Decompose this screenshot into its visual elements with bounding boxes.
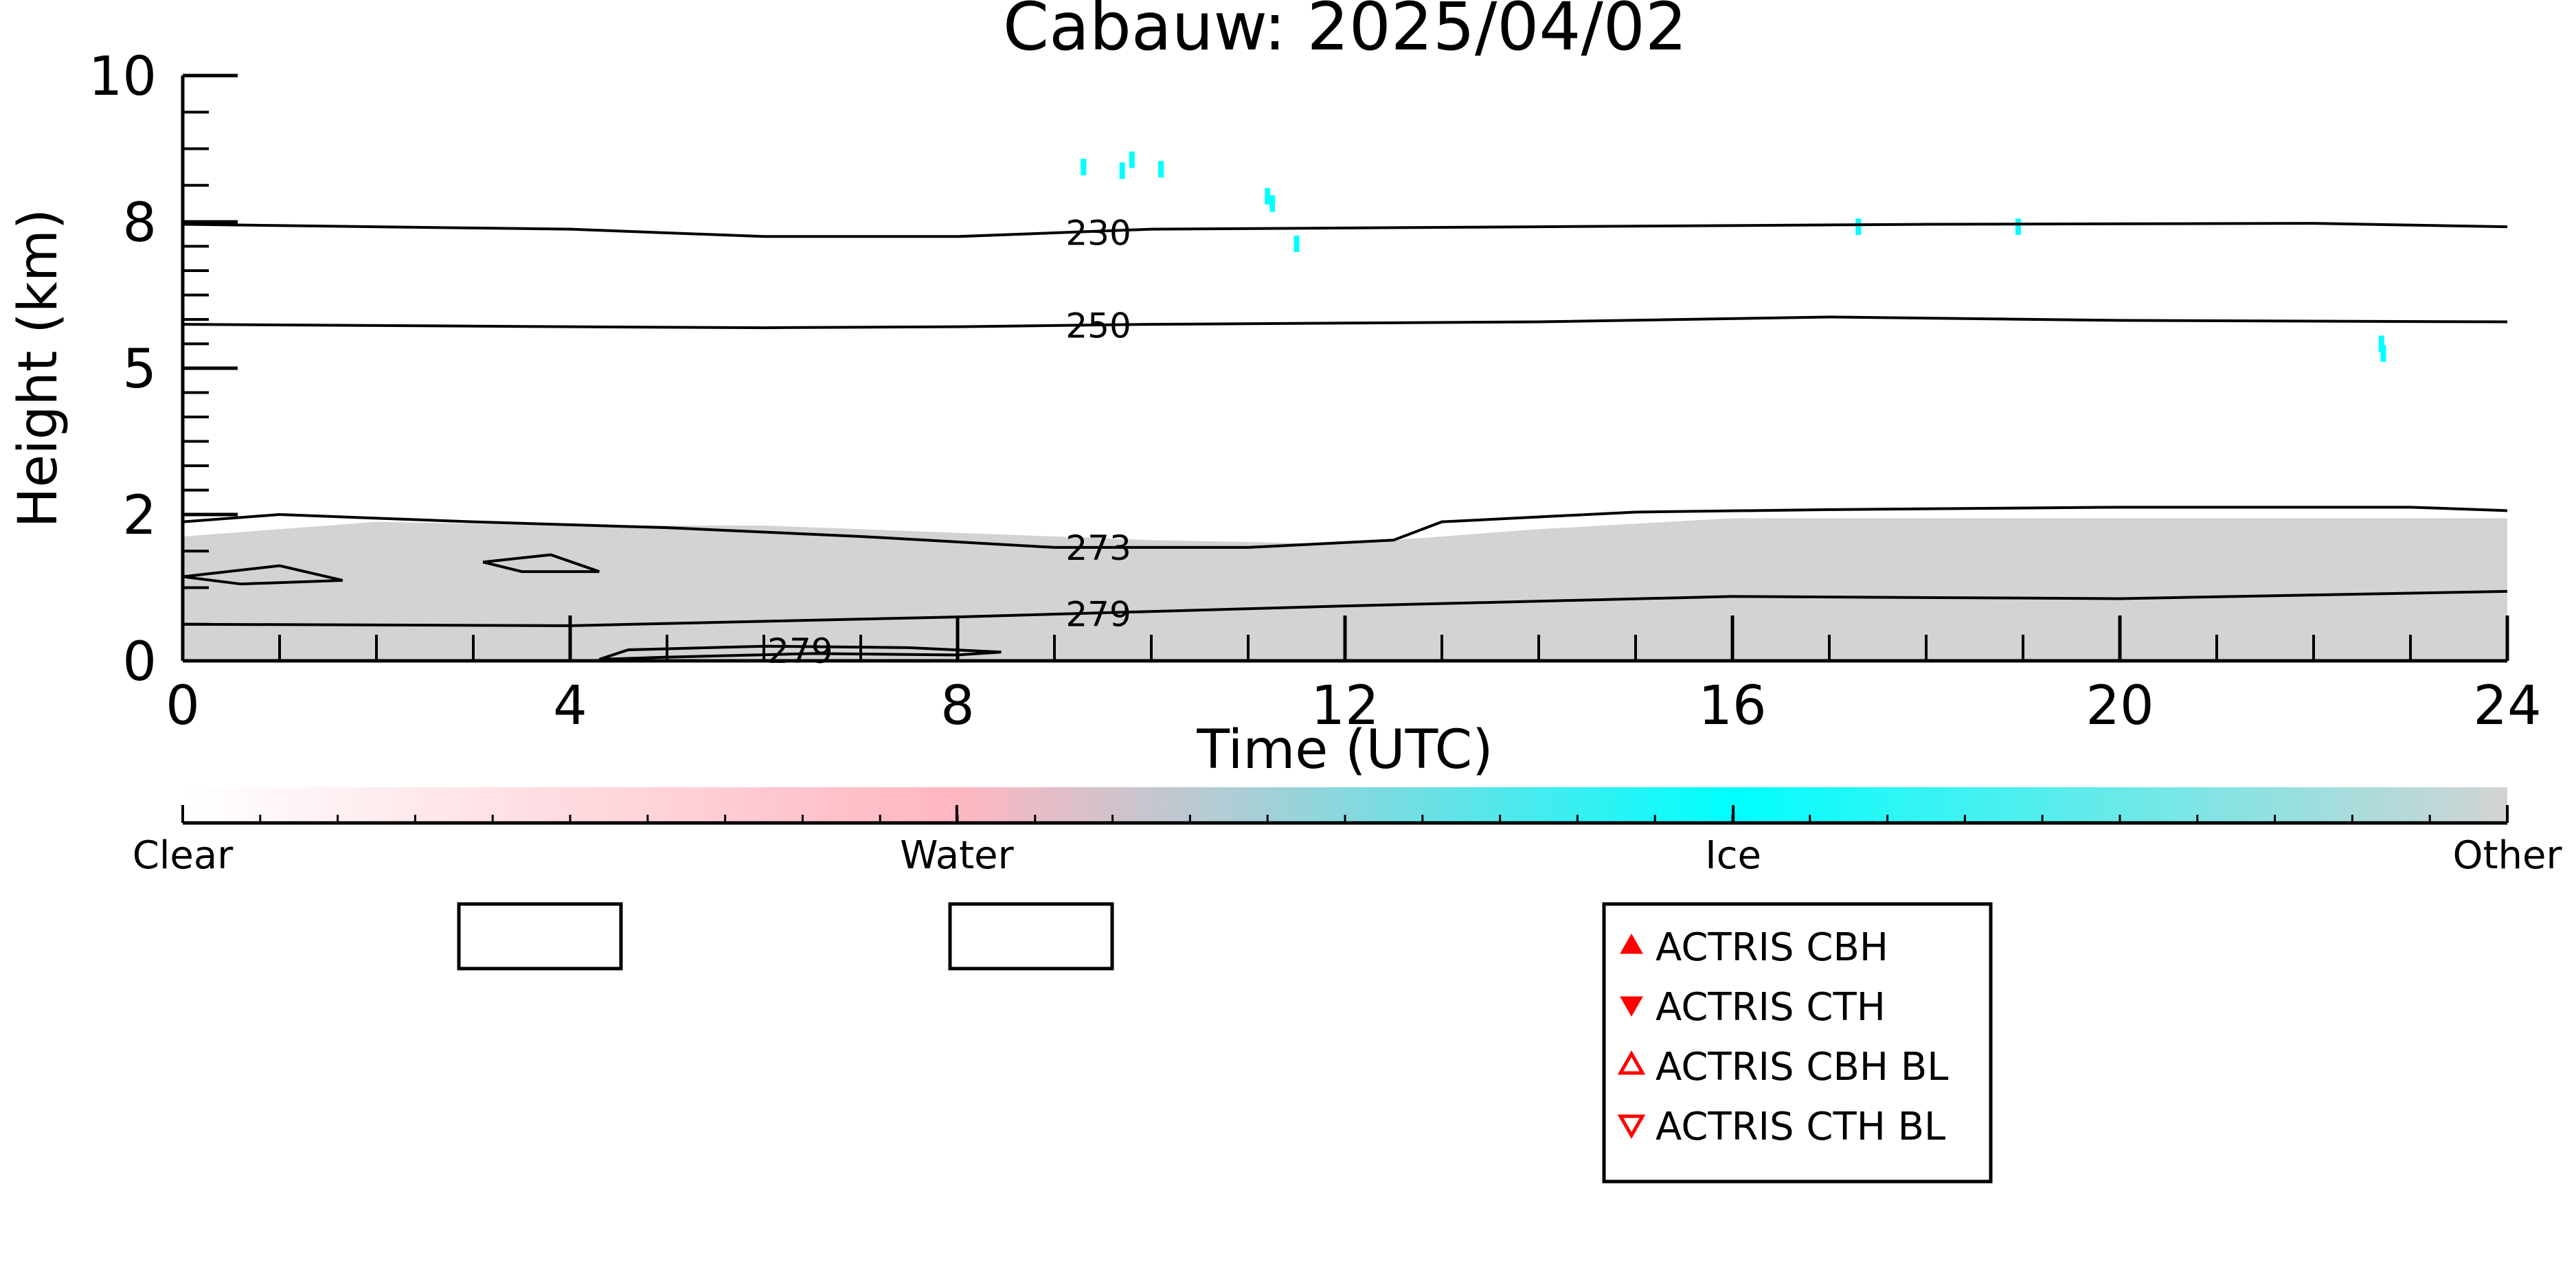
x-axis-label: Time (UTC) — [1196, 719, 1493, 781]
y-axis-label: Height (km) — [8, 209, 69, 528]
colorbar: Clear Water Ice Other — [133, 787, 2562, 878]
legend-marker — [1617, 1114, 1646, 1140]
colorbar-label: Clear — [133, 833, 234, 878]
axes: 0 2 5 8 10 0 4 8 12 16 20 24 — [89, 46, 2542, 737]
ice-point — [1158, 161, 1164, 178]
contour-line — [482, 553, 600, 574]
y-tick-label: 0 — [122, 631, 157, 693]
legend-entry-label: ACTRIS CTH BL — [1656, 1105, 1945, 1149]
contour-line — [183, 222, 2507, 238]
x-tick-label: 24 — [2473, 675, 2541, 737]
legend-entry-label: ACTRIS CBH BL — [1656, 1045, 1948, 1089]
legend: ACTRIS CBH ACTRIS CTH ACTRIS CBH BL ACTRIS … — [1602, 902, 1993, 1184]
contour-labels: 230 250 273 279 279 — [767, 213, 1131, 671]
chart-title: Cabauw: 2025/04/02 — [1003, 0, 1687, 65]
colorbar-ticks — [259, 815, 2431, 823]
x-tick-label: 8 — [940, 675, 975, 737]
ice-point — [1265, 188, 1271, 205]
legend-entry-label: ACTRIS CTH — [1656, 985, 1886, 1030]
y-tick-label: 10 — [89, 46, 157, 108]
x-tick-label: 12 — [1311, 675, 1379, 737]
colorbar-label: Ice — [1705, 833, 1761, 878]
contour-label: 230 — [1065, 213, 1131, 253]
y-tick-label: 5 — [122, 339, 157, 400]
contour-line — [183, 315, 2507, 330]
x-tick-label: 16 — [1698, 675, 1766, 737]
contour-label: 250 — [1065, 306, 1131, 346]
contour-line — [183, 506, 2507, 549]
y-tick-label: 8 — [122, 192, 157, 254]
x-tick-label: 4 — [553, 675, 587, 737]
ice-point — [1129, 151, 1135, 168]
x-tick-label: 20 — [2086, 675, 2154, 737]
colorbar-labels: Clear Water Ice Other — [133, 805, 2562, 878]
ice-point — [1119, 162, 1125, 179]
legend-marker — [1620, 996, 1643, 1017]
legend-marker — [1620, 933, 1643, 954]
x-tick-label: 0 — [166, 675, 200, 737]
ice-point — [1855, 218, 1862, 236]
contour-label: 279 — [767, 631, 833, 671]
ice-points — [1081, 151, 2386, 362]
ice-point — [1081, 159, 1087, 176]
ice-point — [2380, 345, 2386, 362]
plot-area — [183, 151, 2507, 661]
legend-entry-label: ACTRIS CBH — [1656, 925, 1888, 970]
contour-line — [183, 564, 343, 586]
ice-point — [2378, 335, 2384, 352]
contour-line — [598, 644, 1002, 661]
ice-point — [1293, 235, 1300, 252]
empty-legend-box-2 — [948, 902, 1114, 971]
colorbar-label: Other — [2452, 833, 2562, 878]
legend-frame — [1602, 902, 1993, 1184]
ice-point — [1269, 195, 1276, 212]
background-layer — [183, 518, 2507, 661]
contour-label: 273 — [1065, 528, 1131, 568]
ice-point — [2015, 218, 2021, 236]
colorbar-label: Water — [900, 833, 1015, 878]
legend-marker — [1617, 1050, 1646, 1075]
contour-label: 279 — [1065, 595, 1131, 635]
y-tick-label: 2 — [122, 485, 157, 547]
empty-legend-box-1 — [457, 902, 623, 971]
